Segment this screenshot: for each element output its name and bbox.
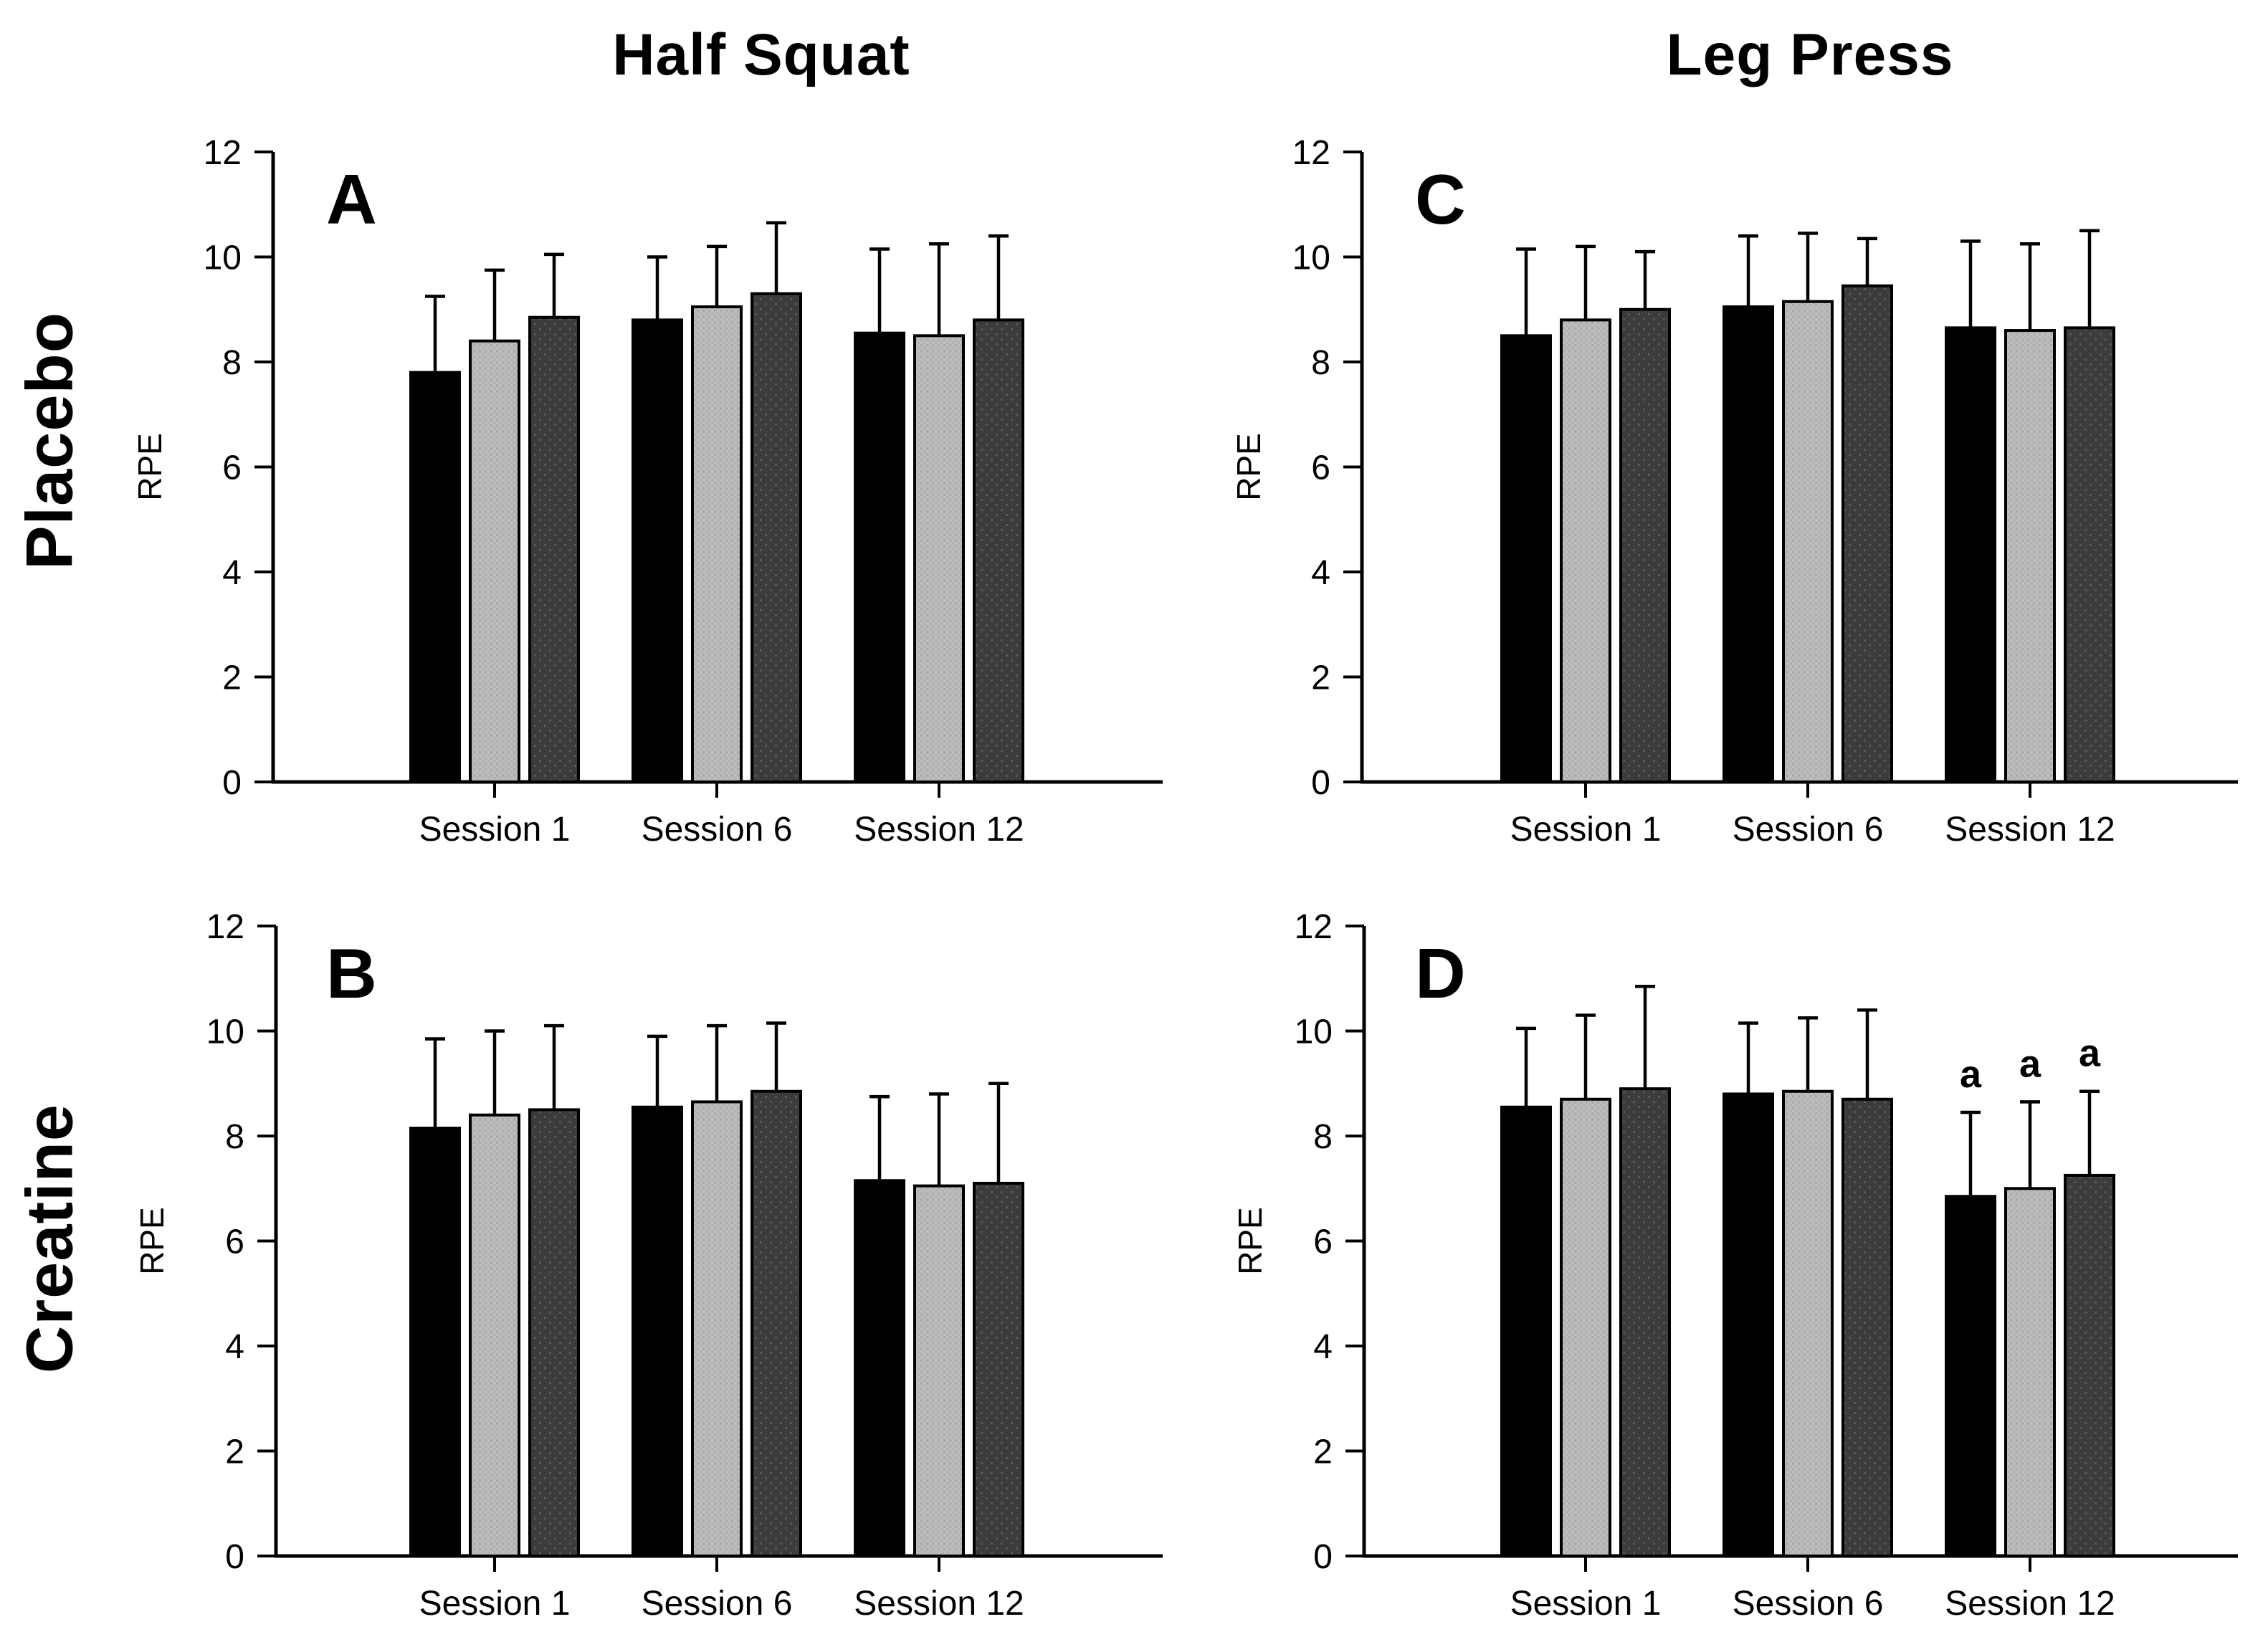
bar: [2004, 329, 2056, 783]
bar: [1782, 1089, 1834, 1558]
y-tick-label: 6: [225, 1223, 244, 1261]
y-tick-label: 10: [204, 239, 242, 277]
x-category-label: Session 6: [642, 811, 793, 849]
bar: [528, 315, 580, 783]
bar: [1560, 1097, 1611, 1557]
y-tick-label: 8: [225, 1118, 244, 1156]
bar: [973, 1181, 1024, 1558]
y-tick-label: 12: [1292, 134, 1330, 172]
bar: [409, 1127, 461, 1557]
bar: [913, 1184, 965, 1557]
x-category-label: Session 1: [419, 1585, 571, 1623]
x-category-label: Session 6: [1733, 811, 1884, 849]
y-tick-label: 0: [1313, 1538, 1333, 1576]
x-category-label: Session 1: [1510, 811, 1662, 849]
panel-letter: C: [1415, 160, 1466, 239]
bar: [1945, 1195, 1996, 1558]
x-category-label: Session 12: [1945, 811, 2115, 849]
bar: [1945, 326, 1996, 783]
x-category-label: Session 1: [1510, 1585, 1662, 1623]
bar: [409, 371, 461, 783]
bar: [632, 318, 683, 783]
y-tick-label: 8: [1311, 344, 1330, 382]
y-tick-label: 2: [225, 1433, 244, 1471]
y-tick-label: 6: [1311, 449, 1330, 487]
bar: [1500, 334, 1552, 783]
y-tick-label: 2: [222, 659, 242, 697]
bar: [1619, 1087, 1671, 1557]
y-tick-label: 0: [225, 1538, 244, 1576]
y-tick-label: 6: [1313, 1223, 1333, 1261]
bar: [751, 292, 802, 783]
y-tick-label: 4: [222, 554, 242, 592]
x-category-label: Session 12: [854, 1585, 1024, 1623]
row-label-creatine: Creatine: [13, 1103, 87, 1374]
bar: [1723, 305, 1774, 783]
bar: [469, 339, 520, 783]
y-tick-label: 0: [1311, 764, 1330, 802]
y-tick-label: 4: [1311, 554, 1330, 592]
bar: [1782, 300, 1834, 783]
panel-B: 0 2 4 6 8 10 12 RPE B Session 1 Session 6 Session 1…: [133, 908, 1163, 1623]
panel-letter: D: [1415, 934, 1466, 1013]
y-axis-title: RPE: [1230, 433, 1267, 501]
bar: [2064, 1173, 2115, 1557]
y-tick-label: 6: [222, 449, 242, 487]
panel-C: 0 2 4 6 8 10 12 RPE C Session 1 Session 6 Session 1…: [1230, 134, 2238, 849]
y-axis-title: RPE: [1231, 1207, 1269, 1275]
bar: [913, 334, 965, 783]
y-tick-label: 8: [1313, 1118, 1333, 1156]
y-tick-label: 10: [1292, 239, 1330, 277]
bar: [1619, 307, 1671, 783]
bar: [1841, 284, 1893, 784]
y-tick-label: 12: [204, 134, 242, 172]
panel-letter: B: [326, 934, 377, 1013]
bar: [691, 1100, 743, 1557]
bar: [854, 331, 905, 783]
column-title-leg-press: Leg Press: [1666, 22, 1954, 87]
y-axis-title: RPE: [133, 1207, 171, 1275]
x-category-label: Session 6: [642, 1585, 793, 1623]
significance-marker: a: [1960, 1053, 1982, 1096]
bar: [1841, 1097, 1893, 1557]
y-tick-label: 12: [1295, 908, 1333, 946]
panel-A: 0 2 4 6 8 10 12 RPE A Session 1 Session 6 Session 1…: [131, 134, 1163, 849]
y-tick-label: 2: [1311, 659, 1330, 697]
y-tick-label: 12: [206, 908, 244, 946]
bar: [751, 1089, 802, 1558]
y-tick-label: 10: [1295, 1013, 1333, 1051]
panel-letter: A: [326, 160, 377, 239]
bar: [1500, 1105, 1552, 1557]
bar: [1560, 318, 1611, 783]
y-tick-label: 4: [225, 1328, 244, 1366]
bar: [854, 1179, 905, 1557]
significance-marker: a: [2079, 1032, 2101, 1075]
bar: [2064, 326, 2115, 783]
x-category-label: Session 6: [1733, 1585, 1884, 1623]
row-label-placebo: Placebo: [13, 312, 87, 570]
bar: [469, 1113, 520, 1557]
y-tick-label: 4: [1313, 1328, 1333, 1366]
y-tick-label: 10: [206, 1013, 244, 1051]
x-category-label: Session 1: [419, 811, 571, 849]
y-tick-label: 0: [222, 764, 242, 802]
panel-D: 0 2 4 6 8 10 12 RPE D Session 1 Session 6 Session 1…: [1231, 908, 2238, 1623]
y-tick-label: 2: [1313, 1433, 1333, 1471]
y-axis-title: RPE: [131, 433, 168, 501]
bar: [973, 318, 1024, 783]
column-title-half-squat: Half Squat: [612, 22, 910, 87]
bar: [691, 305, 743, 783]
x-category-label: Session 12: [854, 811, 1024, 849]
bar: [632, 1105, 683, 1557]
significance-marker: a: [2019, 1042, 2041, 1085]
bar: [1723, 1092, 1774, 1557]
x-category-label: Session 12: [1945, 1585, 2115, 1623]
bar: [2004, 1187, 2056, 1557]
y-tick-label: 8: [222, 344, 242, 382]
bar: [528, 1108, 580, 1557]
